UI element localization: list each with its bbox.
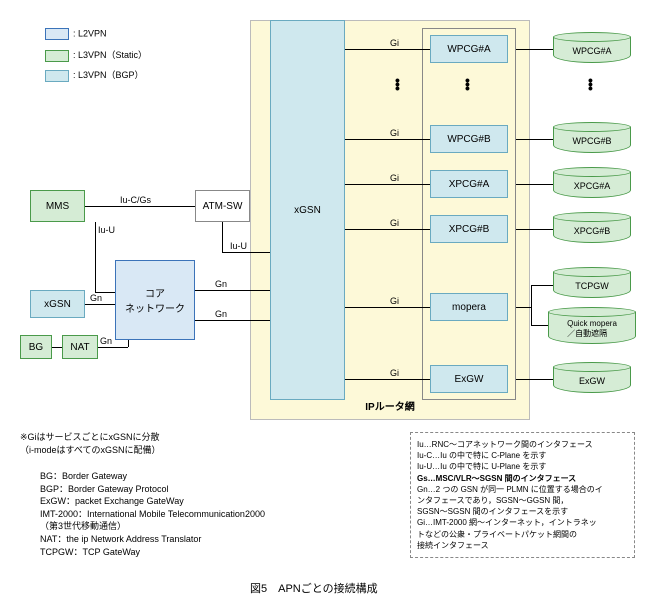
iface-gs: Gs…MSC/VLR～SGSN 間のインタフェース [417,474,576,483]
legend-l3static-label: : L3VPN（Static） [73,50,147,60]
mms-label: MMS [46,201,69,212]
line-xgsn-core [85,304,115,305]
iface-gi: Gi…IMT-2000 網～インターネット，イントラネッ トなどの公衆・プライベ… [417,518,597,549]
core-node: コア ネットワーク [115,260,195,340]
line-gi6 [345,379,430,380]
xgsn-left-label: xGSN [44,299,71,310]
iface-box: Iu…RNC～コアネットワーク間のインタフェース Iu-C…Iu の中で特に C-… [410,432,635,558]
legend-l2vpn-label: : L2VPN [73,28,107,38]
legend-l3bgp-label: : L3VPN（BGP） [73,70,144,80]
xgsn-main-node: xGSN [270,20,345,400]
iface-gn: Gn…2 つの GSN が同一 PLMN に位置する場合のイ ンタフェースであり… [417,485,603,516]
caption: 図5 APNごとの接続構成 [250,580,378,596]
edge-gi1: Gi [390,38,399,48]
line-core-xgsn2 [195,320,270,321]
edge-iucgs: Iu-C/Gs [120,195,151,205]
dots-mid: ••• [465,78,470,90]
line-atm-down [222,222,223,252]
line-mms-atm [85,206,195,207]
iprouter-label: IPルータ網 [365,398,414,413]
line-r5v [531,285,532,325]
legend-l3bgp: : L3VPN（BGP） [45,68,144,82]
cyl-tcpgw: TCPGW [553,267,631,298]
mms-node: MMS [30,190,85,222]
cyl-wpcgb: WPCG#B [553,122,631,153]
line-r6 [516,379,553,380]
line-gi3 [345,184,430,185]
edge-gi4: Gi [390,218,399,228]
nat-label: NAT [70,342,89,353]
cyl-wpcga: WPCG#A [553,32,631,63]
edge-gi2: Gi [390,128,399,138]
glossary: BG：Border Gateway BGP：Border Gateway Prot… [40,470,265,558]
edge-gn3: Gn [215,279,227,289]
gloss-bgp: BGP：Border Gateway Protocol [40,484,169,494]
gloss-bg: BG：Border Gateway [40,471,127,481]
cyl-xpcgb-label: XPCG#B [574,226,611,236]
xgsn-main-label: xGSN [294,205,321,216]
cyl-wpcga-label: WPCG#A [572,46,611,56]
cyl-wpcgb-label: WPCG#B [572,136,611,146]
dots-right: ••• [588,78,593,90]
edge-gi5: Gi [390,296,399,306]
edge-gn1: Gn [90,293,102,303]
iface-iuu: Iu-U…Iu の中で特に U-Plane を示す [417,462,546,471]
cyl-xpcga: XPCG#A [553,167,631,198]
atmsw-node: ATM-SW [195,190,250,222]
xgsn-left-node: xGSN [30,290,85,318]
cyl-quick-label: Quick mopera ／自動遮隔 [567,319,617,339]
iface-iu: Iu…RNC～コアネットワーク間のインタフェース [417,440,593,449]
legend-l3bgp-box [45,70,69,82]
legend-l3static: : L3VPN（Static） [45,48,147,62]
edge-gn2: Gn [100,336,112,346]
cyl-xpcga-label: XPCG#A [574,181,611,191]
cyl-tcpgw-label: TCPGW [575,281,609,291]
line-r3 [516,184,553,185]
bg-label: BG [29,342,43,353]
gloss-tcpgw: TCPGW：TCP GateWay [40,547,140,557]
edge-gn4: Gn [215,309,227,319]
line-nat-core2 [128,340,129,347]
line-r4 [516,229,553,230]
line-gi1 [345,49,430,50]
bg-node: BG [20,335,52,359]
line-mms-core [95,222,96,292]
edge-gi3: Gi [390,173,399,183]
line-bg-nat [52,347,62,348]
legend-l3static-box [45,50,69,62]
line-r5b [531,285,553,286]
atmsw-label: ATM-SW [203,201,243,212]
dots-left: ••• [395,78,400,90]
cyl-exgw: ExGW [553,362,631,393]
nat-node: NAT [62,335,98,359]
line-gi4 [345,229,430,230]
core-label: コア ネットワーク [125,285,185,315]
legend-l2vpn-box [45,28,69,40]
iface-iuc: Iu-C…Iu の中で特に C-Plane を示す [417,451,546,460]
edge-iuu2: Iu-U [230,241,247,251]
gloss-nat: NAT：the ip Network Address Translator [40,534,201,544]
line-r5a [516,307,531,308]
edge-gi6: Gi [390,368,399,378]
line-core-xgsn1 [195,290,270,291]
line-atm-xgsn [222,252,270,253]
line-r1 [516,49,553,50]
cyl-xpcgb: XPCG#B [553,212,631,243]
line-gi5 [345,307,430,308]
legend-l2vpn: : L2VPN [45,28,107,40]
gloss-imt: IMT-2000：International Mobile Telecommun… [40,509,265,532]
line-r5c [531,325,548,326]
gi-note: ※GiはサービスごとにxGSNに分散 （i-modeはすべてのxGSNに配備） [20,430,161,456]
cyl-exgw-label: ExGW [579,376,605,386]
line-gi2 [345,139,430,140]
edge-iuu1: Iu-U [98,225,115,235]
line-nat-core [98,347,128,348]
gloss-exgw: ExGW：packet Exchange GateWay [40,496,184,506]
cyl-quick: Quick mopera ／自動遮隔 [548,307,636,344]
line-r2 [516,139,553,140]
